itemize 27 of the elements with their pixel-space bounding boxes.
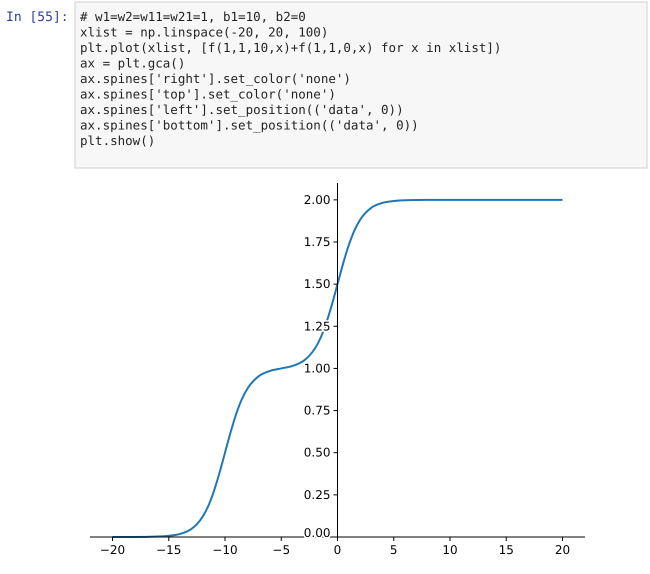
- text: xlist = np.linspace(-20, 20, 100): [80, 24, 328, 40]
- y-tick-label: 0.75: [304, 404, 330, 418]
- x-tick-label: −15: [156, 543, 182, 557]
- text: ax = plt.gca(): [80, 56, 186, 70]
- text: ax.spines['right'].set_color('none'): [80, 71, 351, 86]
- text: ax.spines['top'].set_color('none'): [80, 86, 336, 102]
- y-tick-label: 0.25: [304, 488, 330, 502]
- text: ax.spines['left'].set_position(('data', 0)): [80, 102, 404, 117]
- text: In [55]:: [6, 10, 69, 25]
- text: plt.plot(xlist, [f(1,1,10,x)+f(1,1,0,x) for x in xlist]): [80, 40, 502, 55]
- y-tick-label: 1.00: [304, 361, 330, 376]
- text: # w1=w2=w11=w21=1, b1=10, b2=0: [80, 9, 306, 24]
- text: ax.spines['bottom'].set_position(('data', 0)): [80, 118, 419, 132]
- x-tick-label: 5: [390, 543, 398, 557]
- x-tick-label: −20: [100, 543, 126, 557]
- x-tick-label: −5: [272, 543, 290, 557]
- y-tick-label: 1.75: [304, 235, 330, 249]
- x-tick-label: 10: [442, 543, 458, 557]
- x-tick-label: 0: [334, 543, 342, 557]
- text: plt.show(): [80, 133, 156, 148]
- x-tick-label: 20: [554, 543, 570, 557]
- y-tick-label: 0.50: [304, 446, 330, 460]
- y-tick-label: 1.50: [304, 277, 330, 292]
- y-tick-label: 2.00: [304, 192, 330, 207]
- y-tick-label: 0.00: [304, 526, 330, 540]
- x-tick-label: −10: [212, 543, 238, 557]
- x-tick-label: 15: [498, 543, 514, 557]
